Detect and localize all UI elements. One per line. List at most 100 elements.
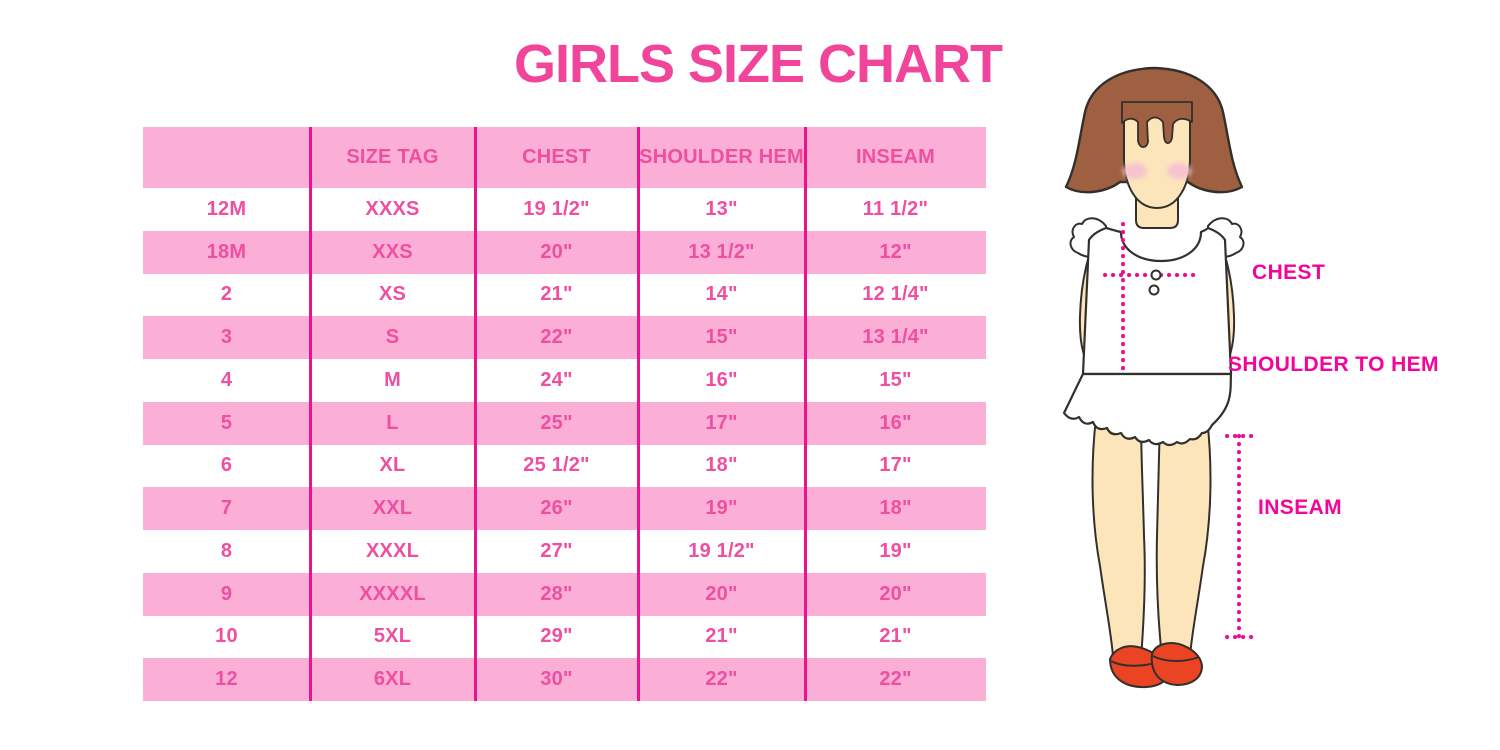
- table-cell: 16": [879, 411, 912, 434]
- size-chart-table: SIZE TAG CHEST SHOULDER HEM INSEAM 12M XX…: [143, 127, 986, 701]
- right-shoe: [1150, 642, 1204, 687]
- table-cell: 19": [705, 497, 738, 520]
- header-cell-size-tag: SIZE TAG: [346, 146, 439, 168]
- table-cell: 6XL: [373, 668, 412, 691]
- table-cell: 20": [540, 240, 573, 263]
- header-cell-age: [143, 127, 310, 188]
- header-cell-shoulder-hem: SHOULDER HEM: [639, 146, 804, 168]
- table-cell: 26": [540, 497, 573, 520]
- table-cell: 22": [705, 668, 738, 691]
- top-bodice: [1081, 226, 1233, 376]
- table-cell: 11 1/2": [862, 197, 929, 220]
- column-separator: [803, 127, 807, 701]
- table-cell: L: [386, 411, 399, 434]
- table-cell: 20": [705, 582, 738, 605]
- table-cell: 21": [540, 283, 573, 306]
- table-row: 8 XXXL 27" 19 1/2" 19": [143, 530, 986, 573]
- table-cell: 22": [879, 668, 912, 691]
- blush-left: [1123, 163, 1147, 179]
- right-shoe-strap: [1152, 655, 1200, 662]
- table-cell: XS: [378, 283, 407, 306]
- page-title: GIRLS SIZE CHART: [513, 34, 1003, 94]
- table-cell: 9: [220, 582, 233, 605]
- face: [1123, 107, 1191, 210]
- inseam-measure-label: INSEAM: [1258, 496, 1343, 519]
- table-cell: S: [385, 326, 400, 349]
- table-cell: 12: [215, 668, 238, 691]
- right-leg: [1155, 417, 1212, 660]
- table-cell: 20": [879, 582, 912, 605]
- table-row: 12M XXXS 19 1/2" 13" 11 1/2": [143, 188, 986, 231]
- table-cell: 12M: [206, 197, 247, 220]
- bangs: [1121, 101, 1193, 149]
- table-cell: 18": [879, 497, 912, 520]
- table-body: 12M XXXS 19 1/2" 13" 11 1/2" 18M XXS 20" 13 1/2"…: [143, 188, 986, 701]
- top-button: [1150, 269, 1162, 281]
- table-cell: 25": [540, 411, 573, 434]
- table-cell: 12 1/4": [862, 283, 929, 306]
- table-cell: 17": [705, 411, 738, 434]
- table-cell: 15": [705, 326, 738, 349]
- bottom-button: [1148, 284, 1160, 296]
- table-cell: 16": [705, 368, 738, 391]
- table-cell: 30": [540, 668, 573, 691]
- table-cell: 29": [540, 625, 573, 648]
- table-cell: 3: [220, 326, 233, 349]
- table-cell: 27": [540, 539, 573, 562]
- table-cell: 5: [220, 411, 233, 434]
- left-leg: [1091, 417, 1146, 660]
- table-cell: 22": [540, 326, 573, 349]
- table-cell: 7: [220, 497, 233, 520]
- table-row: 2 XS 21" 14" 12 1/4": [143, 273, 986, 317]
- table-row: 4 M 24" 16" 15": [143, 359, 986, 402]
- table-cell: XXXL: [365, 539, 420, 562]
- table-cell: 19 1/2": [688, 539, 755, 562]
- shoulder-to-hem-measure-label: SHOULDER TO HEM: [1228, 353, 1439, 376]
- blush-right: [1167, 163, 1191, 179]
- girl-illustration: [1062, 66, 1254, 689]
- table-cell: 18": [705, 454, 738, 477]
- table-cell: 15": [879, 368, 912, 391]
- header-cell-inseam: INSEAM: [856, 146, 935, 168]
- table-cell: 10: [215, 625, 238, 648]
- table-cell: 25 1/2": [523, 454, 590, 477]
- table-cell: 17": [879, 454, 912, 477]
- table-cell: 21": [879, 625, 912, 648]
- table-cell: XXL: [372, 497, 413, 520]
- table-cell: 13": [705, 197, 738, 220]
- table-cell: 24": [540, 368, 573, 391]
- table-row: 5 L 25" 17" 16": [143, 401, 986, 445]
- table-row: 6 XL 25 1/2" 18" 17": [143, 444, 986, 488]
- column-separator: [473, 127, 477, 701]
- table-cell: 4: [220, 368, 233, 391]
- skirt: [1062, 372, 1233, 447]
- table-cell: 14": [705, 283, 738, 306]
- table-cell: 5XL: [373, 625, 412, 648]
- table-cell: 19": [879, 539, 912, 562]
- table-cell: 6: [220, 454, 233, 477]
- table-cell: 13 1/2": [688, 240, 755, 263]
- table-cell: 12": [879, 240, 912, 263]
- table-cell: 19 1/2": [523, 197, 590, 220]
- table-row: 9 XXXXL 28" 20" 20": [143, 572, 986, 616]
- table-cell: XXXXL: [359, 582, 426, 605]
- table-cell: XXS: [372, 240, 413, 263]
- column-separator: [636, 127, 640, 701]
- chest-measure-label: CHEST: [1252, 261, 1326, 284]
- table-row: 7 XXL 26" 19" 18": [143, 487, 986, 530]
- table-cell: 13 1/4": [862, 326, 929, 349]
- header-cell-chest: CHEST: [522, 146, 591, 168]
- column-separator: [308, 127, 312, 701]
- table-cell: XXXS: [365, 197, 420, 220]
- table-row: 10 5XL 29" 21" 21": [143, 615, 986, 659]
- table-cell: M: [384, 368, 401, 391]
- table-cell: XL: [379, 454, 406, 477]
- table-header-row: SIZE TAG CHEST SHOULDER HEM INSEAM: [143, 127, 986, 188]
- table-cell: 2: [220, 283, 233, 306]
- table-row: 18M XXS 20" 13 1/2" 12": [143, 230, 986, 274]
- table-cell: 18M: [206, 240, 247, 263]
- table-row: 12 6XL 30" 22" 22": [143, 658, 986, 701]
- table-row: 3 S 22" 15" 13 1/4": [143, 316, 986, 359]
- table-cell: 21": [705, 625, 738, 648]
